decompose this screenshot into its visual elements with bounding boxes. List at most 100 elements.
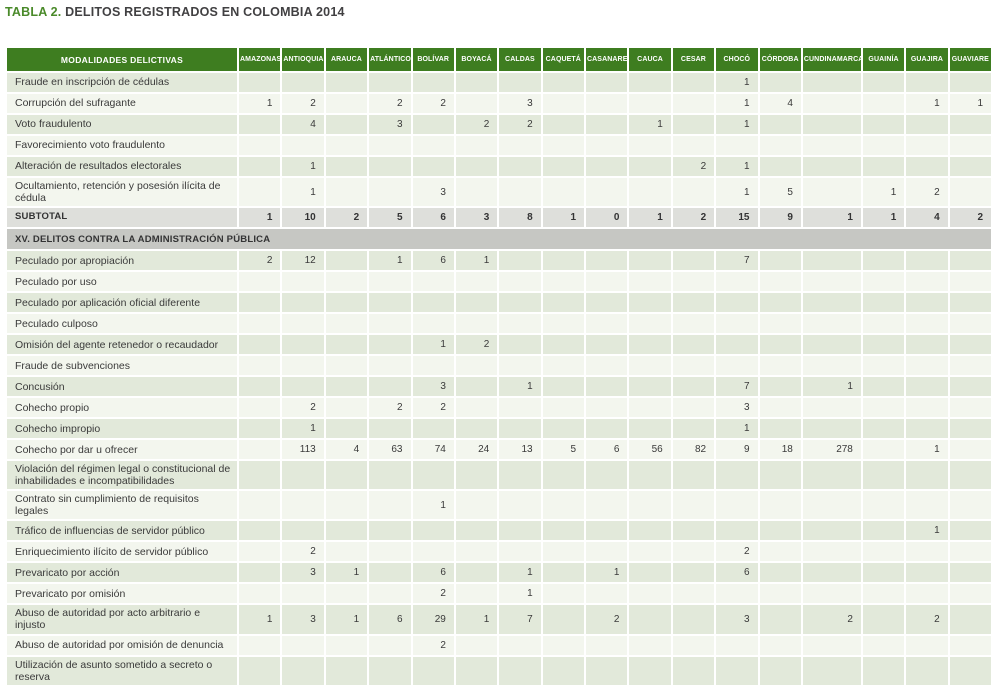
cell	[499, 398, 541, 418]
table-row: Violación del régimen legal o constituci…	[7, 461, 991, 490]
cell: 2	[412, 398, 454, 418]
cell: 1	[499, 563, 541, 583]
row-label: Violación del régimen legal o constituci…	[7, 461, 237, 490]
cell: 1	[282, 157, 324, 176]
cell	[862, 419, 905, 439]
cell	[586, 656, 628, 685]
cell	[369, 136, 411, 155]
cell: 56	[629, 440, 671, 460]
cell	[672, 73, 715, 92]
cell	[412, 356, 454, 376]
cell	[586, 491, 628, 520]
cell	[716, 356, 758, 376]
cell: 278	[802, 440, 861, 460]
cell	[282, 335, 324, 355]
row-label: Prevaricato por acción	[7, 563, 237, 583]
cell	[586, 73, 628, 92]
cell	[282, 635, 324, 655]
cell	[802, 356, 861, 376]
cell	[239, 157, 281, 176]
cell: 1	[239, 605, 281, 634]
row-label: Cohecho propio	[7, 398, 237, 418]
cell	[862, 314, 905, 334]
cell	[412, 115, 454, 134]
cell	[862, 94, 905, 113]
cell	[412, 542, 454, 562]
cell	[586, 335, 628, 355]
cell: 1	[412, 335, 454, 355]
cell	[455, 314, 498, 334]
cell	[949, 178, 991, 207]
cell	[412, 293, 454, 313]
cell	[759, 419, 801, 439]
cell: 3	[499, 94, 541, 113]
cell	[542, 157, 584, 176]
cell	[906, 377, 948, 397]
cell: 2	[412, 94, 454, 113]
cell	[369, 293, 411, 313]
cell: 1	[949, 94, 991, 113]
cell	[325, 314, 368, 334]
cell	[629, 272, 671, 292]
cell	[542, 635, 584, 655]
cell	[906, 398, 948, 418]
cell	[542, 251, 584, 271]
table-row: Cohecho impropio 1 1	[7, 419, 991, 439]
cell: 1	[499, 584, 541, 604]
table-row: Peculado por apropiación 2 12 1 6 1 7	[7, 251, 991, 271]
column-header: CASANARE	[586, 48, 628, 71]
row-label: Enriquecimiento ilícito de servidor públ…	[7, 542, 237, 562]
cell	[586, 635, 628, 655]
section-header-row: XV. DELITOS CONTRA LA ADMINISTRACIÓN PÚB…	[7, 229, 991, 250]
cell	[949, 491, 991, 520]
table-row: Prevaricato por omisión 2 1	[7, 584, 991, 604]
cell	[862, 136, 905, 155]
cell	[542, 293, 584, 313]
cell	[239, 398, 281, 418]
table-row: Cohecho por dar u ofrecer 113 4 63 74 24 13 5 6 5…	[7, 440, 991, 460]
table-row: Omisión del agente retenedor o recaudado…	[7, 335, 991, 355]
cell: 3	[716, 398, 758, 418]
cell: 1	[455, 251, 498, 271]
cell: 24	[455, 440, 498, 460]
cell	[629, 656, 671, 685]
cell: 29	[412, 605, 454, 634]
cell	[369, 272, 411, 292]
cell	[629, 605, 671, 634]
table-row: Peculado por uso	[7, 272, 991, 292]
cell	[369, 178, 411, 207]
cell	[586, 419, 628, 439]
cell: 1	[802, 377, 861, 397]
cell	[542, 398, 584, 418]
cell	[906, 584, 948, 604]
cell: 7	[716, 377, 758, 397]
cell	[672, 314, 715, 334]
cell	[282, 136, 324, 155]
cell	[282, 293, 324, 313]
cell	[369, 356, 411, 376]
cell	[802, 314, 861, 334]
cell	[369, 335, 411, 355]
cell	[325, 542, 368, 562]
cell	[586, 293, 628, 313]
cell: 3	[282, 563, 324, 583]
cell	[629, 314, 671, 334]
cell	[759, 115, 801, 134]
cell	[369, 521, 411, 541]
cell: 6	[412, 208, 454, 228]
column-header: BOLÍVAR	[412, 48, 454, 71]
cell: 1	[239, 208, 281, 228]
table-row: Alteración de resultados electorales 1 2 1	[7, 157, 991, 176]
cell	[949, 136, 991, 155]
cell	[455, 491, 498, 520]
cell	[325, 398, 368, 418]
cell	[802, 136, 861, 155]
cell	[949, 542, 991, 562]
cell	[802, 635, 861, 655]
cell	[239, 635, 281, 655]
cell: 7	[716, 251, 758, 271]
cell	[716, 136, 758, 155]
cell	[716, 272, 758, 292]
cell: 12	[282, 251, 324, 271]
